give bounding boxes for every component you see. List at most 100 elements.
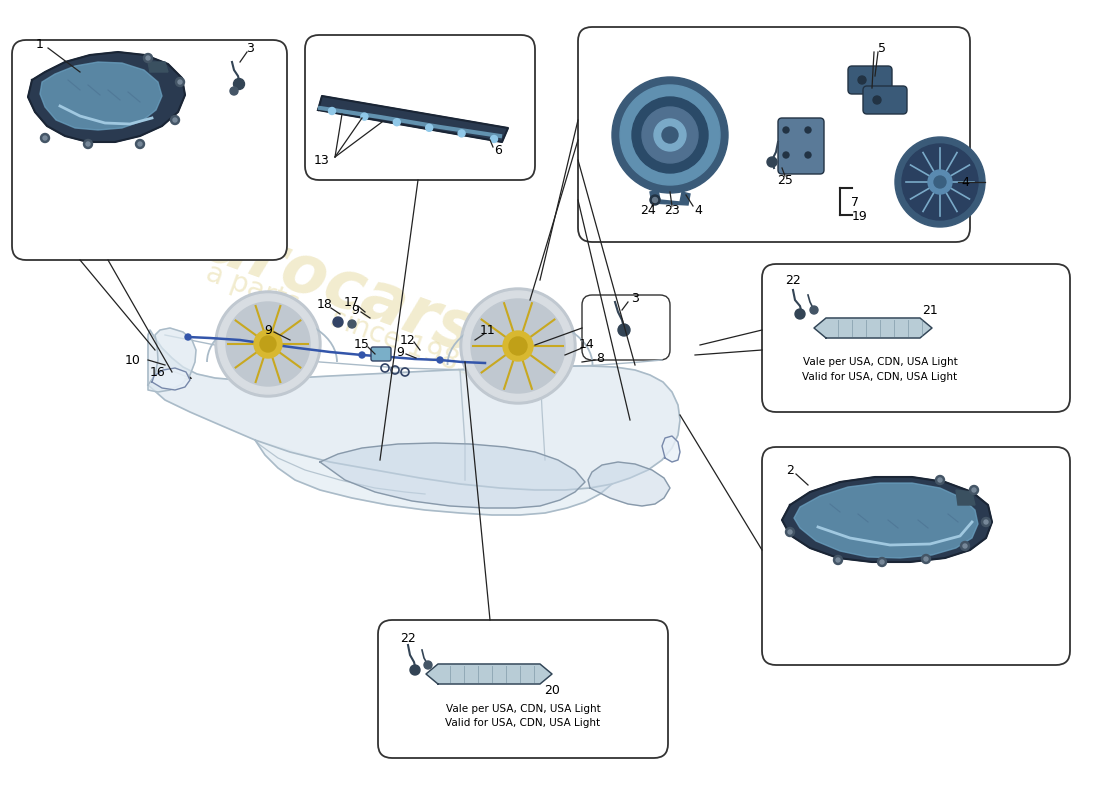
Polygon shape xyxy=(782,477,992,562)
Text: 10: 10 xyxy=(125,354,141,366)
Circle shape xyxy=(233,78,244,90)
Circle shape xyxy=(329,107,336,114)
Polygon shape xyxy=(956,490,975,505)
Text: 7: 7 xyxy=(851,195,859,209)
Circle shape xyxy=(934,176,946,188)
Text: 17: 17 xyxy=(344,295,360,309)
Text: 5: 5 xyxy=(878,42,886,54)
Circle shape xyxy=(962,544,967,548)
Circle shape xyxy=(143,54,153,62)
Circle shape xyxy=(880,560,884,564)
Circle shape xyxy=(834,555,843,565)
Circle shape xyxy=(84,139,92,149)
Circle shape xyxy=(265,341,271,347)
Circle shape xyxy=(185,334,191,340)
Circle shape xyxy=(922,554,931,563)
FancyBboxPatch shape xyxy=(762,447,1070,665)
Polygon shape xyxy=(318,96,508,142)
Circle shape xyxy=(969,486,979,494)
Circle shape xyxy=(437,357,443,363)
Circle shape xyxy=(218,294,318,394)
Circle shape xyxy=(895,137,984,227)
Circle shape xyxy=(348,320,356,328)
Circle shape xyxy=(260,336,276,352)
Polygon shape xyxy=(148,330,680,490)
Circle shape xyxy=(460,288,576,404)
Polygon shape xyxy=(28,52,185,142)
Circle shape xyxy=(858,76,866,84)
Polygon shape xyxy=(662,436,680,462)
Circle shape xyxy=(642,107,698,163)
Circle shape xyxy=(410,665,420,675)
FancyBboxPatch shape xyxy=(864,86,907,114)
Circle shape xyxy=(471,299,565,393)
Text: 4: 4 xyxy=(961,175,969,189)
Circle shape xyxy=(424,661,432,669)
Text: 9: 9 xyxy=(264,323,272,337)
Circle shape xyxy=(935,475,945,485)
Circle shape xyxy=(662,127,678,143)
Text: 21: 21 xyxy=(922,303,938,317)
Text: 20: 20 xyxy=(544,683,560,697)
Circle shape xyxy=(426,124,432,131)
Text: 22: 22 xyxy=(785,274,801,286)
Text: 23: 23 xyxy=(664,203,680,217)
Circle shape xyxy=(173,118,177,122)
Polygon shape xyxy=(148,328,196,392)
Circle shape xyxy=(41,134,50,142)
Circle shape xyxy=(138,142,142,146)
FancyBboxPatch shape xyxy=(582,295,670,360)
Circle shape xyxy=(491,135,497,142)
Circle shape xyxy=(795,309,805,319)
Circle shape xyxy=(783,152,789,158)
Circle shape xyxy=(785,527,794,537)
Circle shape xyxy=(43,136,47,140)
Circle shape xyxy=(902,144,978,220)
Circle shape xyxy=(810,306,818,314)
Circle shape xyxy=(333,317,343,327)
Polygon shape xyxy=(255,440,612,515)
Text: eurocars: eurocars xyxy=(154,193,485,367)
Circle shape xyxy=(170,115,179,125)
Text: 15: 15 xyxy=(354,338,370,351)
Circle shape xyxy=(984,520,988,524)
Circle shape xyxy=(214,291,321,397)
Circle shape xyxy=(135,139,144,149)
Text: 24: 24 xyxy=(640,203,656,217)
Text: 18: 18 xyxy=(317,298,333,310)
Circle shape xyxy=(230,87,238,95)
Text: 8: 8 xyxy=(596,351,604,365)
Circle shape xyxy=(805,127,811,133)
Text: 3: 3 xyxy=(246,42,254,54)
Circle shape xyxy=(924,557,928,561)
Polygon shape xyxy=(588,462,670,506)
Polygon shape xyxy=(426,664,552,684)
Circle shape xyxy=(618,324,630,336)
FancyBboxPatch shape xyxy=(305,35,535,180)
FancyBboxPatch shape xyxy=(12,40,287,260)
Circle shape xyxy=(146,56,150,60)
Text: 22: 22 xyxy=(400,631,416,645)
Polygon shape xyxy=(650,190,690,205)
Circle shape xyxy=(878,558,887,566)
Text: 6: 6 xyxy=(494,143,502,157)
Circle shape xyxy=(503,331,534,361)
Circle shape xyxy=(873,96,881,104)
Circle shape xyxy=(981,518,990,526)
Circle shape xyxy=(254,330,282,358)
Polygon shape xyxy=(320,443,585,508)
Circle shape xyxy=(226,302,310,386)
Circle shape xyxy=(836,558,840,562)
FancyBboxPatch shape xyxy=(762,264,1070,412)
Polygon shape xyxy=(148,62,168,72)
Circle shape xyxy=(359,352,365,358)
Circle shape xyxy=(654,119,686,151)
Circle shape xyxy=(632,97,708,173)
Circle shape xyxy=(938,478,942,482)
Circle shape xyxy=(652,198,658,202)
Circle shape xyxy=(783,127,789,133)
Text: 1: 1 xyxy=(36,38,44,50)
Polygon shape xyxy=(152,368,190,390)
Text: a parts    since 1985: a parts since 1985 xyxy=(201,258,478,382)
FancyBboxPatch shape xyxy=(848,66,892,94)
